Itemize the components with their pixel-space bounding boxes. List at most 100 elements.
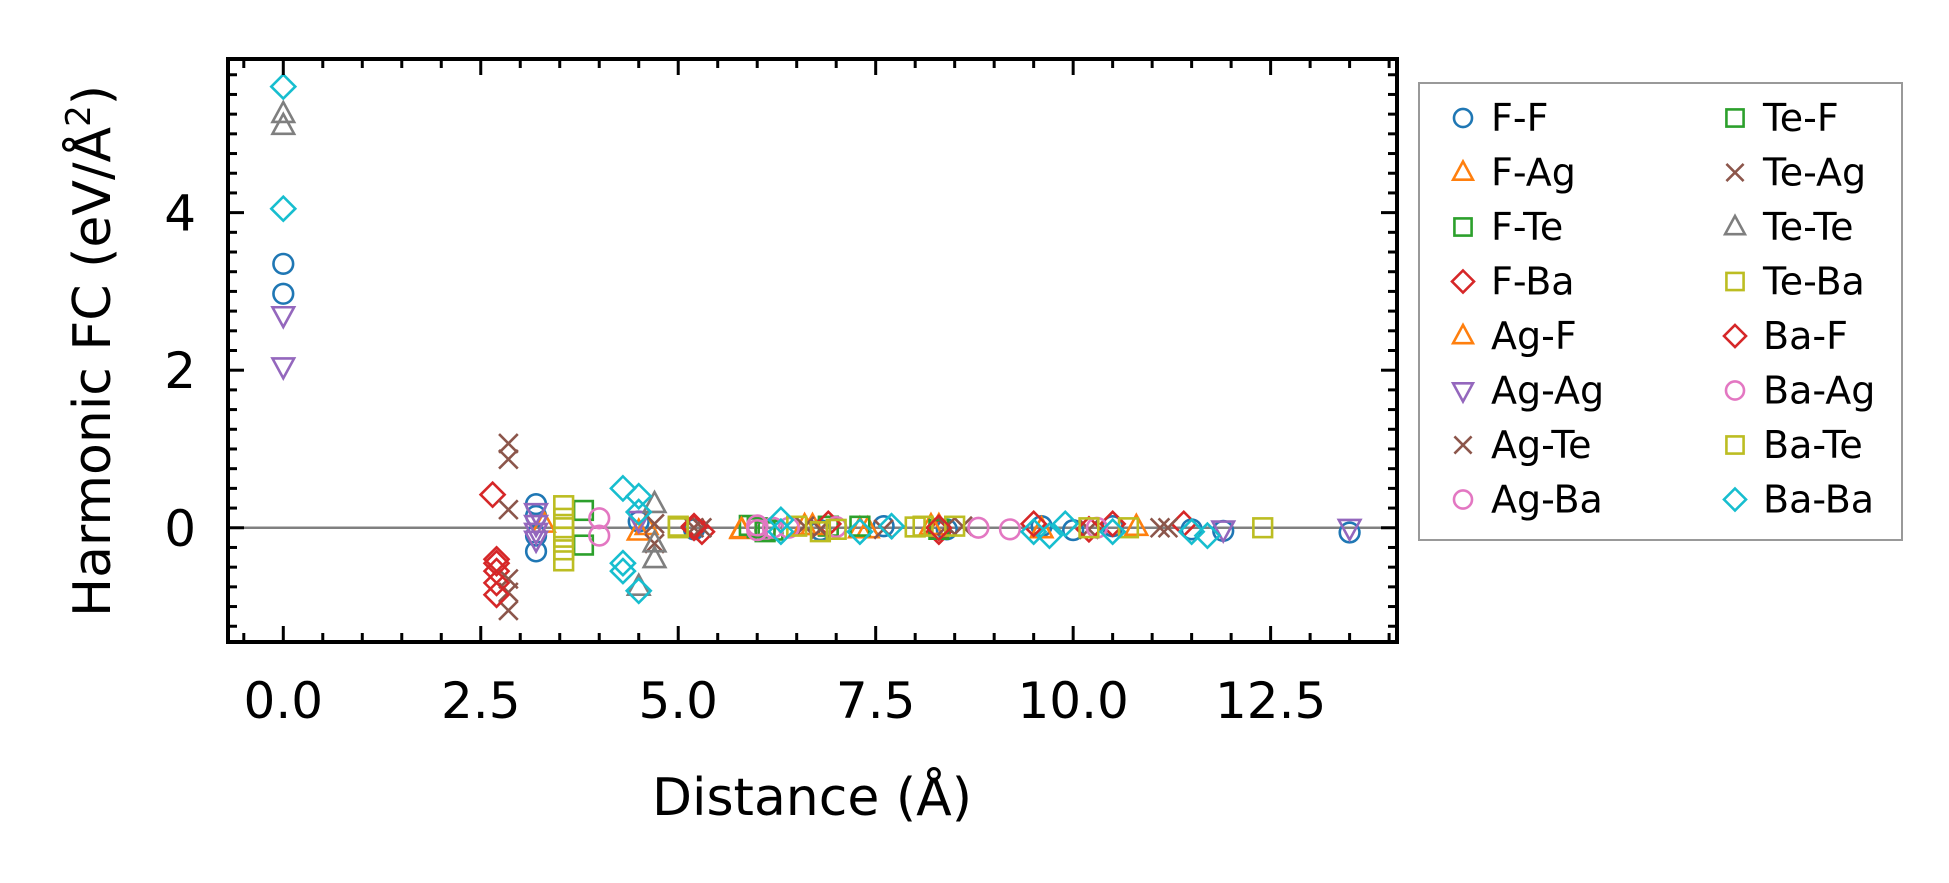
legend-label-ba-te: Ba-Te — [1763, 423, 1863, 467]
legend-frame — [1418, 82, 1903, 541]
y-tick-labels: 0 2 4 — [164, 185, 196, 558]
point-te-ba — [1252, 517, 1274, 539]
point-ag-ag — [1210, 520, 1237, 545]
point-te-te — [270, 111, 297, 136]
point-ag-f — [625, 516, 652, 541]
point-ba-ba — [609, 474, 637, 503]
point-ba-te — [667, 517, 689, 539]
series-ag-ag — [270, 305, 1363, 555]
legend-marker-te-f — [1725, 108, 1745, 128]
plot-frame — [226, 57, 1399, 644]
point-ag-te — [498, 582, 519, 603]
points-layer — [269, 72, 1363, 621]
point-ag-te — [1157, 517, 1179, 539]
point-te-te — [270, 99, 297, 124]
point-ba-te — [904, 516, 926, 538]
point-ag-te — [644, 533, 665, 554]
point-te-ag — [936, 515, 958, 537]
point-ba-ba — [846, 517, 874, 546]
x-tick-label: 5.0 — [638, 672, 718, 730]
point-ag-ag — [523, 502, 550, 527]
legend-label-f-f: F-F — [1491, 96, 1548, 140]
legend-marker-ag-ag — [1450, 382, 1476, 405]
point-f-f — [272, 252, 295, 275]
legend-marker-te-ag — [1725, 163, 1745, 182]
point-te-ba — [553, 539, 575, 561]
legend-marker-ba-ba — [1722, 486, 1748, 513]
point-ag-ba — [588, 524, 611, 547]
legend-label-ag-f: Ag-F — [1491, 314, 1577, 358]
point-ba-ba — [609, 549, 637, 578]
legend-label-ag-ba: Ag-Ba — [1491, 478, 1603, 522]
point-ba-ba — [269, 72, 298, 101]
series-ba-f — [482, 512, 1103, 609]
point-ba-ba — [269, 194, 298, 223]
point-ag-te — [498, 600, 519, 621]
point-ag-ag — [1336, 518, 1363, 543]
point-ba-ba — [1035, 521, 1064, 550]
legend-marker-ag-ba — [1452, 489, 1474, 510]
y-tick-label: 4 — [164, 185, 196, 243]
point-ba-ba — [1193, 521, 1222, 550]
x-tick-label: 12.5 — [1215, 672, 1326, 730]
point-ba-f — [925, 513, 953, 542]
point-ba-ba — [624, 576, 653, 605]
legend-marker-ba-ag — [1724, 380, 1746, 401]
point-f-ba — [478, 480, 507, 509]
point-ba-ba — [1177, 517, 1206, 546]
point-te-te — [641, 528, 668, 553]
legend-marker-te-te — [1722, 213, 1748, 236]
point-ag-ag — [625, 510, 652, 535]
point-te-f — [849, 515, 871, 537]
point-ba-ba — [767, 506, 795, 534]
x-tick-label: 10.0 — [1017, 672, 1128, 730]
point-te-te — [641, 489, 668, 514]
point-ag-ag — [270, 305, 297, 330]
y-axis-label-superscript: 2 — [59, 105, 99, 127]
point-ba-ag — [998, 518, 1022, 541]
y-axis-label-main: Harmonic FC (eV/Å — [61, 126, 123, 617]
x-tick-label: 2.5 — [441, 672, 521, 730]
legend-marker-ag-te — [1453, 435, 1473, 455]
legend-label-ag-ag: Ag-Ag — [1491, 369, 1604, 413]
legend: F-F F-Ag F-Te F-Ba Ag-F Ag-Ag Ag-Te Ag-Ba Te-F Te… — [1418, 82, 1903, 541]
point-ag-ag — [270, 357, 297, 381]
point-te-ba — [553, 526, 575, 548]
y-tick-label: 2 — [164, 342, 196, 400]
point-ba-f — [1075, 515, 1103, 544]
legend-marker-ba-te — [1725, 435, 1745, 455]
point-te-ba — [553, 550, 575, 572]
point-ba-f — [680, 512, 708, 541]
legend-label-f-ag: F-Ag — [1491, 151, 1576, 195]
legend-label-te-f: Te-F — [1762, 96, 1839, 140]
point-ag-te — [498, 499, 519, 520]
point-ag-f — [846, 514, 873, 539]
point-ag-te — [498, 433, 519, 454]
point-ba-te — [825, 518, 847, 540]
point-ba-f — [482, 580, 511, 609]
point-ba-te — [1078, 517, 1100, 539]
legend-label-ag-te: Ag-Te — [1491, 423, 1591, 467]
x-tick-label: 7.5 — [836, 672, 916, 730]
point-ba-ba — [877, 512, 906, 541]
point-te-te — [641, 544, 668, 569]
point-ba-ba — [609, 557, 637, 585]
legend-label-f-te: F-Te — [1491, 205, 1563, 249]
point-ba-f — [482, 549, 511, 578]
point-f-f — [272, 282, 295, 305]
point-ba-ba — [1051, 509, 1080, 538]
point-ba-ba — [767, 517, 795, 546]
series-ba-ba — [269, 72, 1222, 605]
x-tick-label: 0.0 — [244, 672, 324, 730]
legend-marker-f-f — [1452, 107, 1474, 129]
legend-label-f-ba: F-Ba — [1491, 260, 1575, 304]
point-ag-ag — [523, 522, 550, 547]
point-ba-f — [482, 569, 511, 597]
legend-label-te-ag: Te-Ag — [1762, 151, 1866, 195]
point-ag-te — [498, 448, 519, 470]
legend-marker-f-ba — [1450, 268, 1476, 295]
legend-label-te-te: Te-Te — [1762, 205, 1854, 249]
point-ba-ag — [746, 518, 769, 542]
point-ag-ba — [588, 507, 611, 530]
